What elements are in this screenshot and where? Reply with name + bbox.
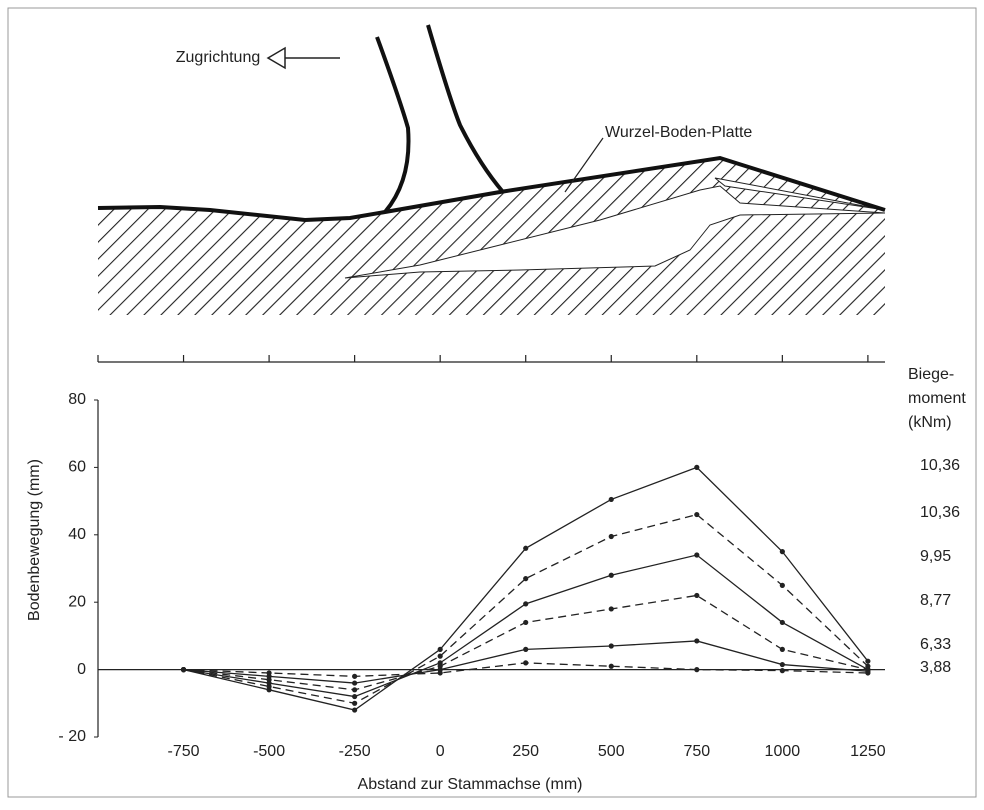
point [266,670,272,676]
legend-label: 8,77 [920,592,951,609]
point [352,707,358,713]
point [352,693,358,700]
point [608,533,614,540]
legend-label: 10,36 [920,457,960,474]
legend-label: 9,95 [920,548,951,565]
point [352,680,358,686]
point [180,667,187,673]
point [694,638,700,644]
point [694,552,700,558]
y-tick-label: 0 [77,661,86,678]
diagram-label: Zugrichtung [176,49,261,66]
x-tick-label: 1000 [765,743,801,760]
point [779,582,785,588]
gap [344,185,886,279]
point [523,601,529,607]
x-tick-label: 750 [683,743,710,760]
point [694,667,700,673]
point [779,661,785,668]
y-axis-title: Bodenbewegung (mm) [26,459,43,621]
soil [98,158,885,315]
point [437,646,443,652]
point [779,646,785,652]
legend-label: 6,33 [920,636,951,653]
point [865,670,871,676]
gap [714,177,886,211]
series-line [183,466,869,711]
point [608,572,614,578]
arrow-head [266,46,286,70]
legend-title: (kNm) [908,414,952,431]
point [437,653,443,659]
legend-title: moment [908,390,966,407]
point [608,663,614,669]
point [779,549,785,555]
point [523,576,529,582]
legend-label: 3,88 [920,659,951,676]
point [523,660,529,666]
x-axis-title: Abstand zur Stammachse (mm) [358,776,583,793]
point [694,464,700,470]
point [779,668,785,674]
point [608,496,614,503]
point [608,643,614,649]
x-tick-label: 250 [512,743,539,760]
point [865,658,871,664]
trunk [426,24,505,194]
point [523,545,529,551]
point [352,700,358,706]
y-tick-label: 20 [68,593,86,610]
x-tick-label: -500 [253,743,285,760]
y-tick-label: 60 [68,459,86,476]
x-tick-label: 0 [436,743,445,760]
trunk [375,36,411,214]
point [352,673,358,679]
point [523,619,529,626]
leader-line [564,137,604,193]
y-tick-label: 80 [68,391,86,408]
diagram-label: Wurzel-Boden-Platte [605,124,752,141]
legend-label: 10,36 [920,504,960,521]
y-tick-label: - 20 [58,728,86,745]
legend-title: Biege- [908,366,954,383]
point [352,687,358,693]
x-tick-label: -250 [339,743,371,760]
point [608,606,614,612]
x-tick-label: -750 [168,743,200,760]
x-tick-label: 500 [598,743,625,760]
point [694,511,700,518]
point [694,592,700,599]
point [523,646,529,652]
point [779,619,785,626]
x-tick-label: 1250 [850,743,886,760]
ground-surface [97,155,886,223]
frame [7,7,977,798]
y-tick-label: 40 [68,526,86,543]
point [437,670,443,676]
